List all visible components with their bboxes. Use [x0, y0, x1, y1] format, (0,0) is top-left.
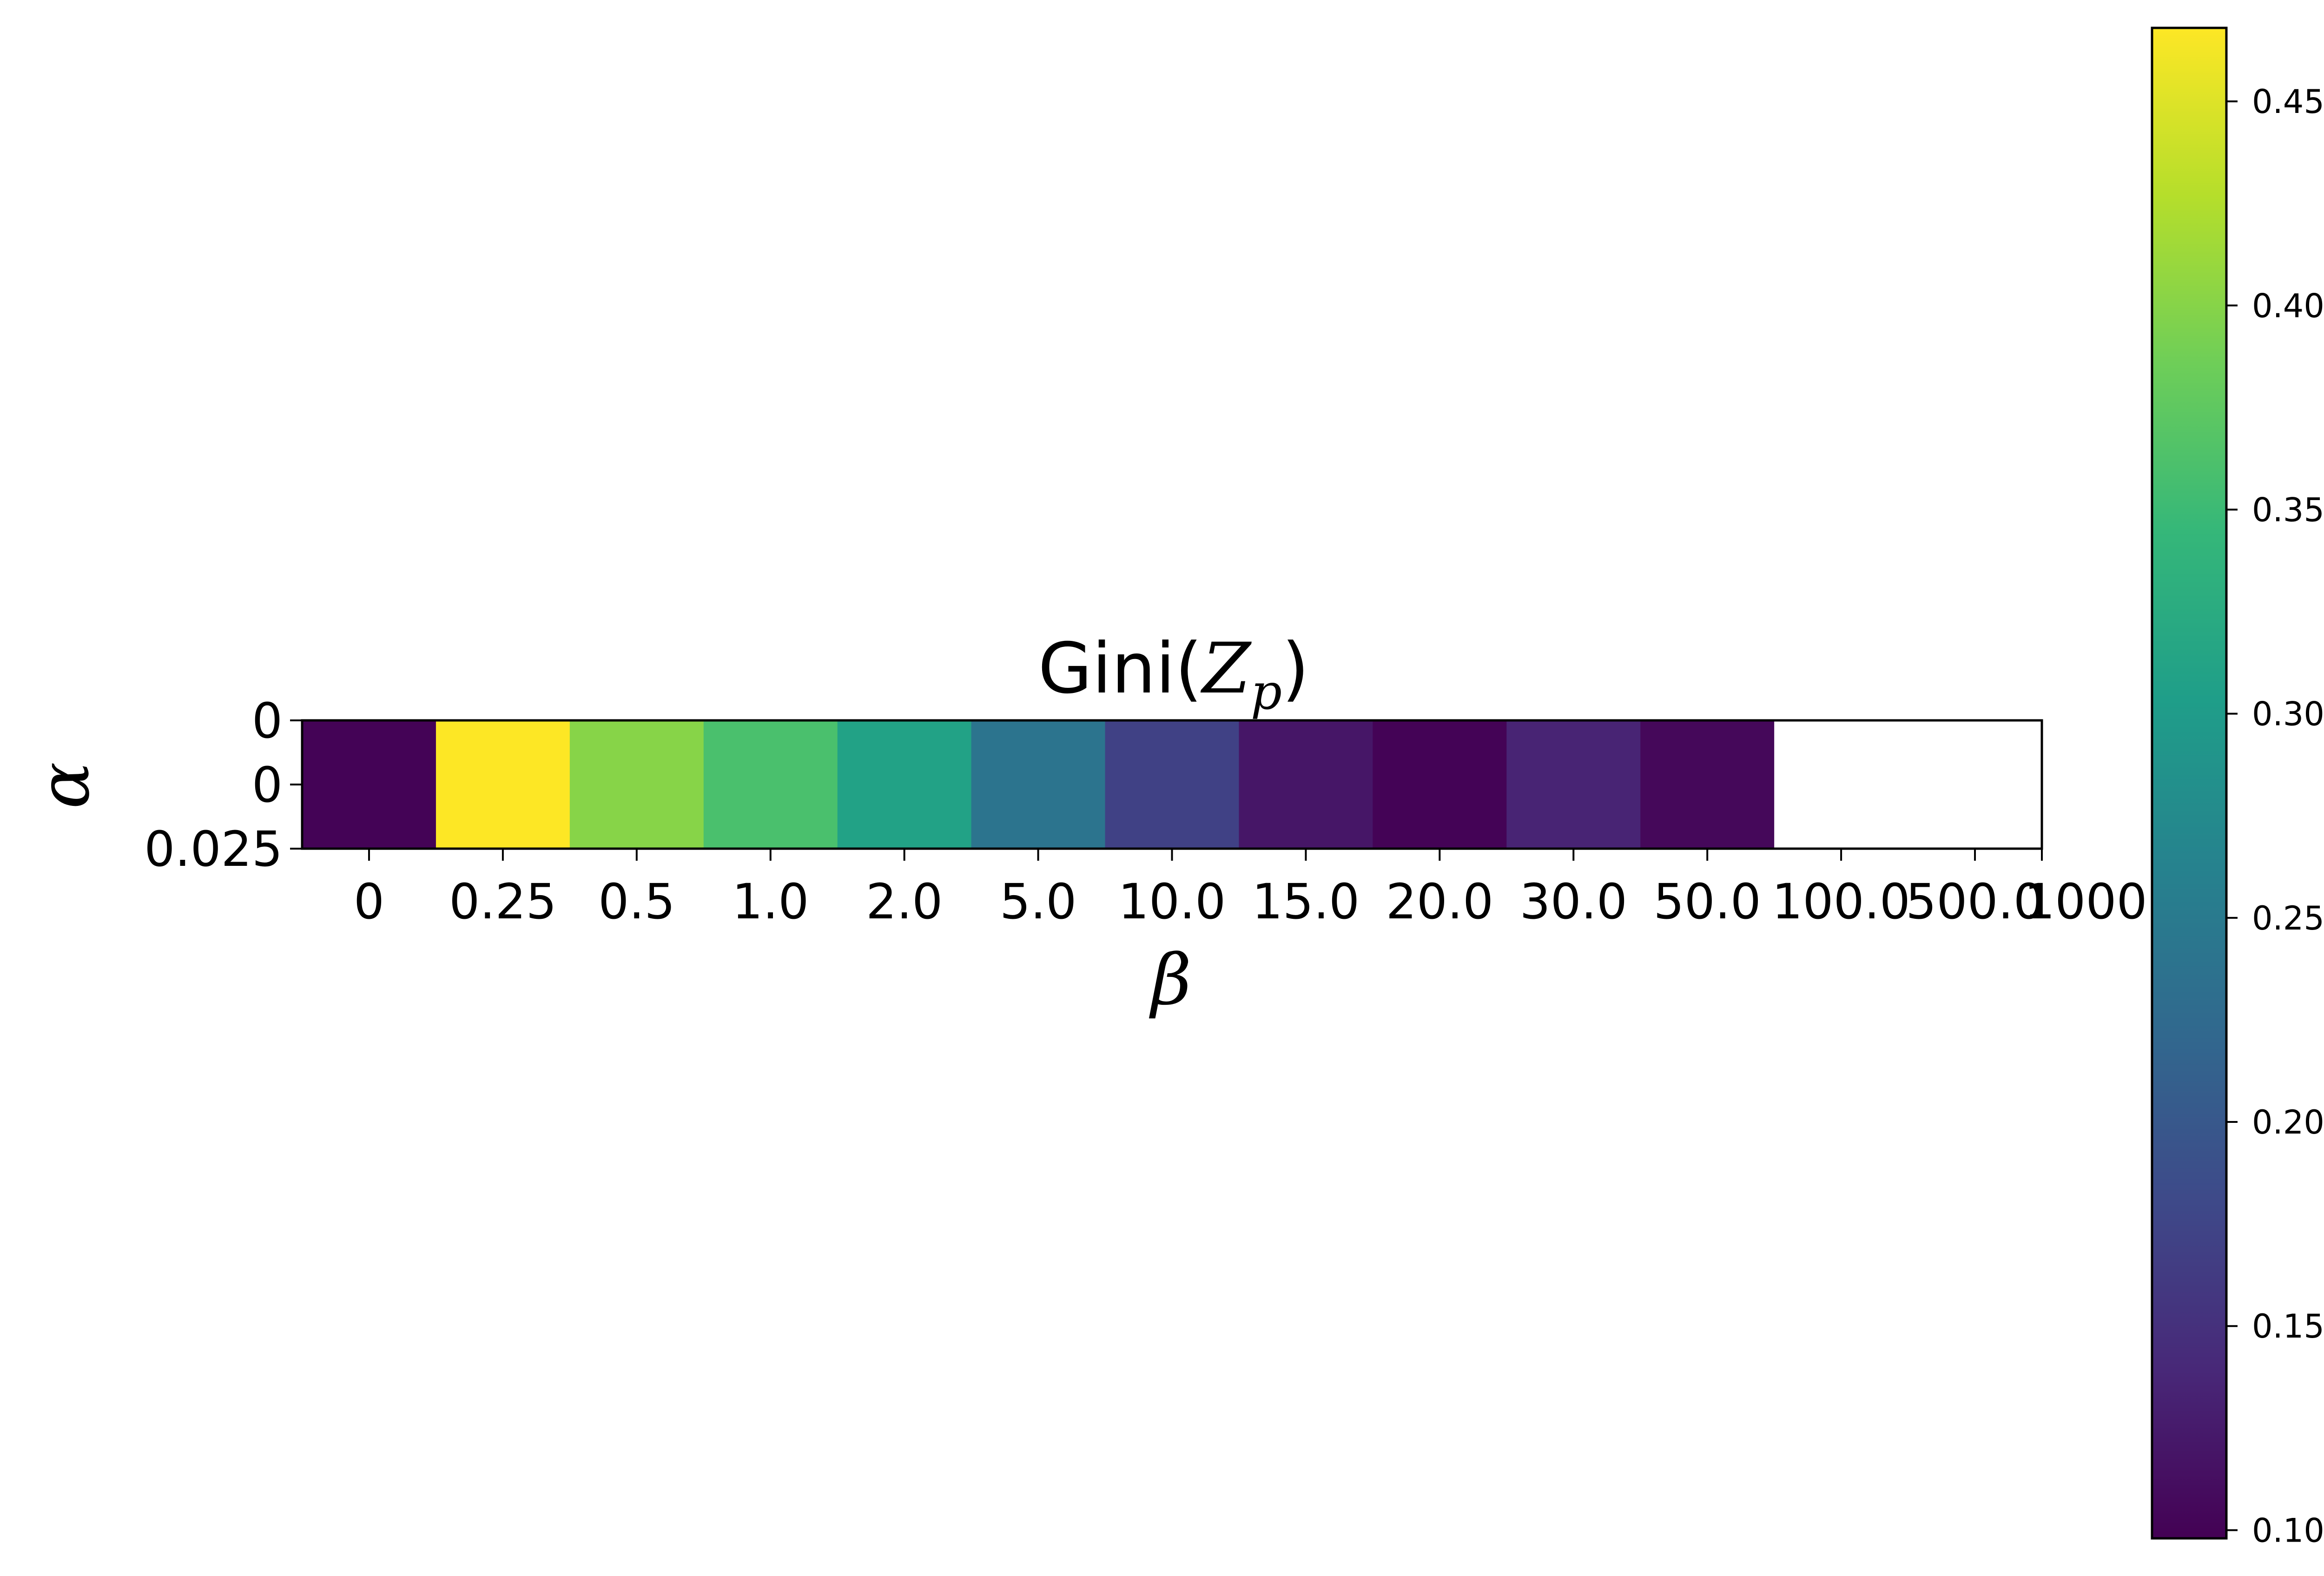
colorbar-frame — [2151, 26, 2228, 1540]
colorbar-gradient — [2152, 28, 2226, 1538]
y-tick-label: 0.025 — [144, 821, 283, 877]
x-tick-label: 5.0 — [1000, 873, 1076, 930]
heatmap-cell — [1908, 720, 2042, 849]
heatmap-cell — [971, 720, 1106, 849]
x-axis-label: β — [1149, 940, 1192, 1021]
y-axis-ticks: 0 0 0.025 — [144, 692, 302, 877]
heatmap-cell — [703, 720, 838, 849]
colorbar-tick-label: 0.45 — [2252, 83, 2324, 121]
heatmap-cell — [1774, 720, 1908, 849]
x-tick-label: 15.0 — [1252, 873, 1360, 930]
heatmap-cell — [569, 720, 704, 849]
heatmap-cell — [302, 720, 436, 849]
heatmap-cell — [1640, 720, 1775, 849]
x-tick-label: 1.0 — [732, 873, 809, 930]
heatmap-cell — [1506, 720, 1641, 849]
heatmap-cell — [837, 720, 972, 849]
colorbar-tick-label: 0.40 — [2252, 287, 2324, 325]
x-tick-label: 0.25 — [449, 873, 557, 930]
colorbar-tick-label: 0.15 — [2252, 1307, 2324, 1345]
colorbar-tick-label: 0.30 — [2252, 695, 2324, 733]
heatmap-cell — [1373, 720, 1507, 849]
colorbar-ticks: 0.10 0.15 0.20 0.25 0.30 0.35 0.40 0.45 — [2226, 83, 2324, 1550]
heatmap-cell — [436, 720, 570, 849]
heatmap-cell — [1239, 720, 1373, 849]
x-tick-label: 0.5 — [598, 873, 675, 930]
x-tick-label: 50.0 — [1653, 873, 1761, 930]
x-tick-label: 10.0 — [1118, 873, 1226, 930]
x-tick-label: 500.0 — [1906, 873, 2044, 930]
colorbar-tick-label: 0.35 — [2252, 491, 2324, 529]
y-axis-label: α — [24, 762, 105, 809]
y-tick-label: 0 — [252, 757, 283, 813]
colorbar-tick-label: 0.25 — [2252, 899, 2324, 937]
x-tick-label: 100.0 — [1772, 873, 1910, 930]
x-tick-label: 0 — [354, 873, 384, 930]
colorbar-tick-label: 0.20 — [2252, 1103, 2324, 1141]
x-tick-label: 2.0 — [866, 873, 943, 930]
x-tick-label: 30.0 — [1519, 873, 1627, 930]
x-tick-label: 20.0 — [1386, 873, 1494, 930]
y-tick-label: 0 — [252, 692, 283, 749]
x-axis-ticks: 0 0.25 0.5 1.0 2.0 5.0 10.0 15.0 20.0 30.0 50.0 100… — [354, 849, 2193, 930]
heatmap-cell — [1105, 720, 1240, 849]
heatmap-cells — [302, 720, 2042, 849]
chart-title: Gini(Zp) — [1038, 628, 1309, 720]
colorbar-tick-label: 0.10 — [2252, 1511, 2324, 1550]
